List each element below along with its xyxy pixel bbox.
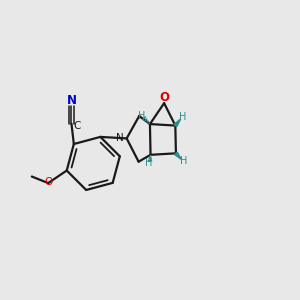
Text: C: C <box>74 121 81 131</box>
Text: H: H <box>146 158 153 168</box>
Text: H: H <box>179 112 187 122</box>
Text: O: O <box>160 91 170 104</box>
Polygon shape <box>174 119 181 127</box>
Text: O: O <box>44 177 52 187</box>
Polygon shape <box>175 152 181 159</box>
Text: N: N <box>116 134 124 143</box>
Text: N: N <box>66 94 76 107</box>
Text: H: H <box>138 111 145 121</box>
Text: H: H <box>180 156 187 166</box>
